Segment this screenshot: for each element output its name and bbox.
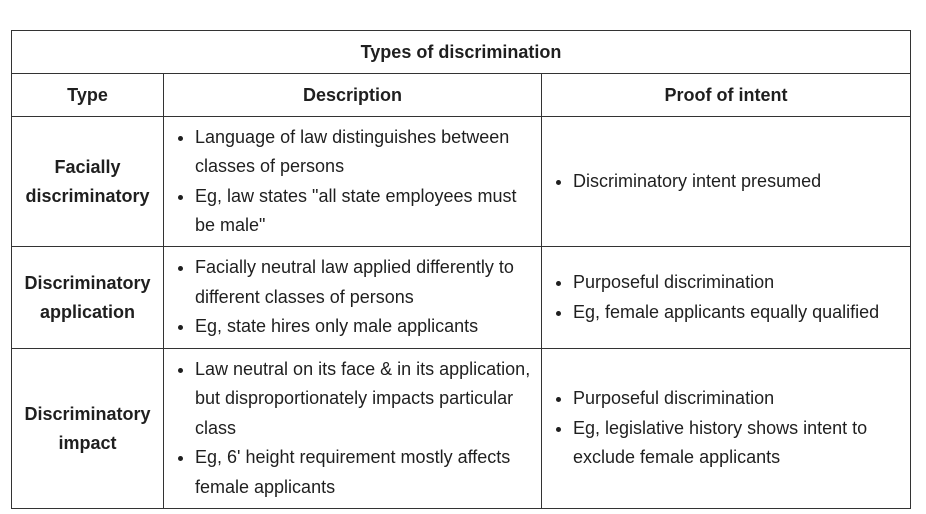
column-header-description: Description bbox=[163, 73, 542, 117]
description-list: Law neutral on its face & in its applica… bbox=[164, 355, 541, 503]
list-item: Discriminatory intent presumed bbox=[573, 167, 900, 197]
proof-list: Purposeful discrimination Eg, female app… bbox=[542, 268, 910, 327]
description-cell: Law neutral on its face & in its applica… bbox=[163, 348, 542, 509]
list-item: Eg, state hires only male applicants bbox=[195, 312, 531, 342]
list-item: Eg, law states "all state employees must… bbox=[195, 182, 531, 241]
list-item: Facially neutral law applied differently… bbox=[195, 253, 531, 312]
list-item: Eg, female applicants equally qualified bbox=[573, 298, 900, 328]
column-header-type: Type bbox=[11, 73, 164, 117]
table-title: Types of discrimination bbox=[11, 30, 911, 74]
column-header-proof-of-intent: Proof of intent bbox=[541, 73, 911, 117]
table-row: Facially discriminatory Language of law … bbox=[11, 116, 911, 247]
type-cell: Facially discriminatory bbox=[11, 116, 164, 247]
list-item: Purposeful discrimination bbox=[573, 268, 900, 298]
list-item: Law neutral on its face & in its applica… bbox=[195, 355, 531, 444]
list-item: Eg, 6' height requirement mostly affects… bbox=[195, 443, 531, 502]
list-item: Eg, legislative history shows intent to … bbox=[573, 414, 900, 473]
type-cell: Discriminatory impact bbox=[11, 348, 164, 509]
proof-cell: Purposeful discrimination Eg, female app… bbox=[541, 246, 911, 349]
proof-list: Purposeful discrimination Eg, legislativ… bbox=[542, 384, 910, 473]
type-cell: Discriminatory application bbox=[11, 246, 164, 349]
table-row: Discriminatory impact Law neutral on its… bbox=[11, 348, 911, 509]
table-row: Discriminatory application Facially neut… bbox=[11, 246, 911, 349]
list-item: Language of law distinguishes between cl… bbox=[195, 123, 531, 182]
proof-cell: Discriminatory intent presumed bbox=[541, 116, 911, 247]
description-list: Facially neutral law applied differently… bbox=[164, 253, 541, 342]
proof-list: Discriminatory intent presumed bbox=[542, 167, 910, 197]
description-cell: Facially neutral law applied differently… bbox=[163, 246, 542, 349]
description-list: Language of law distinguishes between cl… bbox=[164, 123, 541, 241]
table-title-row: Types of discrimination bbox=[11, 30, 911, 74]
discrimination-table-wrapper: Types of discrimination Type Description… bbox=[11, 30, 911, 509]
description-cell: Language of law distinguishes between cl… bbox=[163, 116, 542, 247]
table-header-row: Type Description Proof of intent bbox=[11, 73, 911, 117]
proof-cell: Purposeful discrimination Eg, legislativ… bbox=[541, 348, 911, 509]
list-item: Purposeful discrimination bbox=[573, 384, 900, 414]
discrimination-types-table: Types of discrimination Type Description… bbox=[11, 30, 911, 509]
